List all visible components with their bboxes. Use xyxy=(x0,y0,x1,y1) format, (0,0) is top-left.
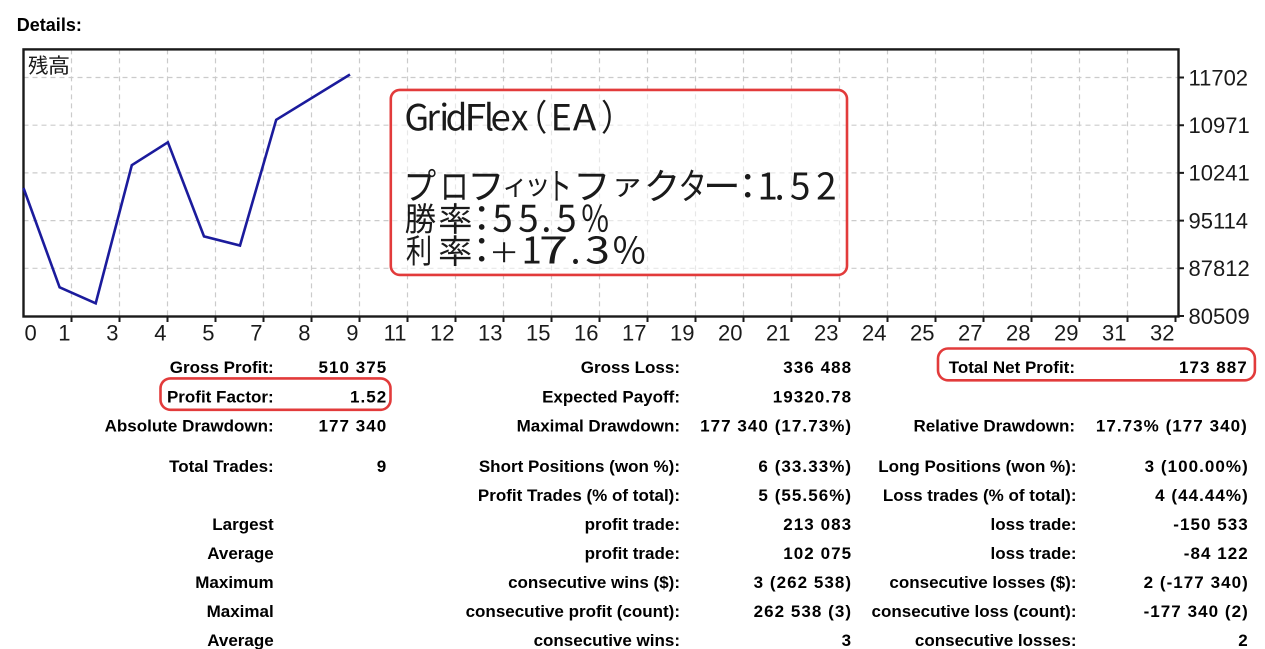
svg-text:Short Positions (won %):: Short Positions (won %): xyxy=(479,457,680,476)
svg-text:5 (55.56%): 5 (55.56%) xyxy=(758,486,852,505)
svg-text:3 (100.00%): 3 (100.00%) xyxy=(1145,457,1249,476)
svg-text:27: 27 xyxy=(958,321,982,346)
svg-text:consecutive wins:: consecutive wins: xyxy=(534,631,680,649)
svg-text:24: 24 xyxy=(862,321,886,346)
svg-text:Gross Profit:: Gross Profit: xyxy=(170,358,274,377)
svg-text:Details:: Details: xyxy=(17,15,82,35)
svg-text:17: 17 xyxy=(622,321,646,346)
svg-text:consecutive wins ($):: consecutive wins ($): xyxy=(508,573,680,592)
svg-text:-84 122: -84 122 xyxy=(1184,544,1249,563)
svg-text:3: 3 xyxy=(842,631,853,649)
svg-text:87812: 87812 xyxy=(1189,256,1250,281)
svg-text:5: 5 xyxy=(202,321,214,346)
svg-text:177 340 (17.73%): 177 340 (17.73%) xyxy=(700,417,852,436)
svg-text:loss trade:: loss trade: xyxy=(991,544,1077,563)
svg-text:Total Trades:: Total Trades: xyxy=(169,457,274,476)
svg-text:10241: 10241 xyxy=(1189,161,1250,186)
svg-text:-177 340 (2): -177 340 (2) xyxy=(1144,602,1249,621)
svg-text:173 887: 173 887 xyxy=(1179,358,1248,377)
svg-text:80509: 80509 xyxy=(1189,304,1250,329)
svg-text:3: 3 xyxy=(106,321,118,346)
svg-text:consecutive losses ($):: consecutive losses ($): xyxy=(889,573,1076,592)
svg-text:17.73% (177 340): 17.73% (177 340) xyxy=(1096,417,1248,436)
svg-text:10971: 10971 xyxy=(1189,113,1250,138)
svg-text:Profit Factor:: Profit Factor: xyxy=(167,387,274,406)
svg-text:profit trade:: profit trade: xyxy=(585,515,680,534)
svg-text:loss trade:: loss trade: xyxy=(991,515,1077,534)
svg-text:consecutive losses:: consecutive losses: xyxy=(915,631,1077,649)
svg-text:Average: Average xyxy=(207,631,273,649)
svg-text:102 075: 102 075 xyxy=(783,544,852,563)
svg-text:213 083: 213 083 xyxy=(783,515,852,534)
svg-text:19320.78: 19320.78 xyxy=(773,387,852,406)
svg-text:95114: 95114 xyxy=(1189,208,1249,233)
svg-text:7: 7 xyxy=(250,321,262,346)
svg-text:Maximal Drawdown:: Maximal Drawdown: xyxy=(517,417,680,436)
svg-text:11: 11 xyxy=(384,321,407,346)
svg-text:25: 25 xyxy=(910,321,934,346)
svg-text:Absolute Drawdown:: Absolute Drawdown: xyxy=(105,417,274,436)
svg-text:12: 12 xyxy=(430,321,454,346)
svg-text:Profit Trades (% of total):: Profit Trades (% of total): xyxy=(478,486,680,505)
svg-text:2: 2 xyxy=(1238,631,1249,649)
svg-text:4: 4 xyxy=(154,321,166,346)
svg-text:13: 13 xyxy=(478,321,502,346)
svg-text:23: 23 xyxy=(814,321,838,346)
svg-text:9: 9 xyxy=(377,457,388,476)
svg-text:0: 0 xyxy=(24,321,36,346)
svg-text:32: 32 xyxy=(1150,321,1174,346)
svg-text:28: 28 xyxy=(1006,321,1030,346)
svg-text:20: 20 xyxy=(718,321,742,346)
svg-text:8: 8 xyxy=(298,321,310,346)
svg-text:Gross Loss:: Gross Loss: xyxy=(581,358,680,377)
svg-text:31: 31 xyxy=(1102,321,1126,346)
svg-text:21: 21 xyxy=(766,321,790,346)
svg-text:Average: Average xyxy=(207,544,273,563)
svg-text:4 (44.44%): 4 (44.44%) xyxy=(1155,486,1249,505)
svg-text:consecutive loss (count):: consecutive loss (count): xyxy=(872,602,1077,621)
svg-text:6 (33.33%): 6 (33.33%) xyxy=(758,457,852,476)
svg-text:15: 15 xyxy=(526,321,550,346)
svg-text:2 (-177 340): 2 (-177 340) xyxy=(1144,573,1249,592)
svg-text:16: 16 xyxy=(574,321,598,346)
svg-text:9: 9 xyxy=(346,321,358,346)
svg-text:Total Net Profit:: Total Net Profit: xyxy=(949,358,1075,377)
svg-text:Expected Payoff:: Expected Payoff: xyxy=(542,387,680,406)
svg-text:Maximum: Maximum xyxy=(195,573,273,592)
svg-text:Loss trades (% of total):: Loss trades (% of total): xyxy=(883,486,1077,505)
svg-text:11702: 11702 xyxy=(1189,65,1249,90)
svg-text:177 340: 177 340 xyxy=(318,417,387,436)
svg-text:29: 29 xyxy=(1054,321,1078,346)
svg-text:Maximal: Maximal xyxy=(207,602,274,621)
svg-text:Long Positions (won %):: Long Positions (won %): xyxy=(878,457,1076,476)
svg-text:Largest: Largest xyxy=(212,515,274,534)
svg-text:3 (262 538): 3 (262 538) xyxy=(754,573,853,592)
svg-text:262 538 (3): 262 538 (3) xyxy=(754,602,853,621)
svg-text:1: 1 xyxy=(58,321,70,346)
svg-text:Relative Drawdown:: Relative Drawdown: xyxy=(913,417,1075,436)
svg-text:1.52: 1.52 xyxy=(350,387,387,406)
svg-text:consecutive profit (count):: consecutive profit (count): xyxy=(466,602,680,621)
svg-text:19: 19 xyxy=(670,321,694,346)
svg-text:510 375: 510 375 xyxy=(318,358,387,377)
svg-text:profit trade:: profit trade: xyxy=(585,544,680,563)
svg-text:-150 533: -150 533 xyxy=(1173,515,1249,534)
svg-text:336 488: 336 488 xyxy=(783,358,852,377)
